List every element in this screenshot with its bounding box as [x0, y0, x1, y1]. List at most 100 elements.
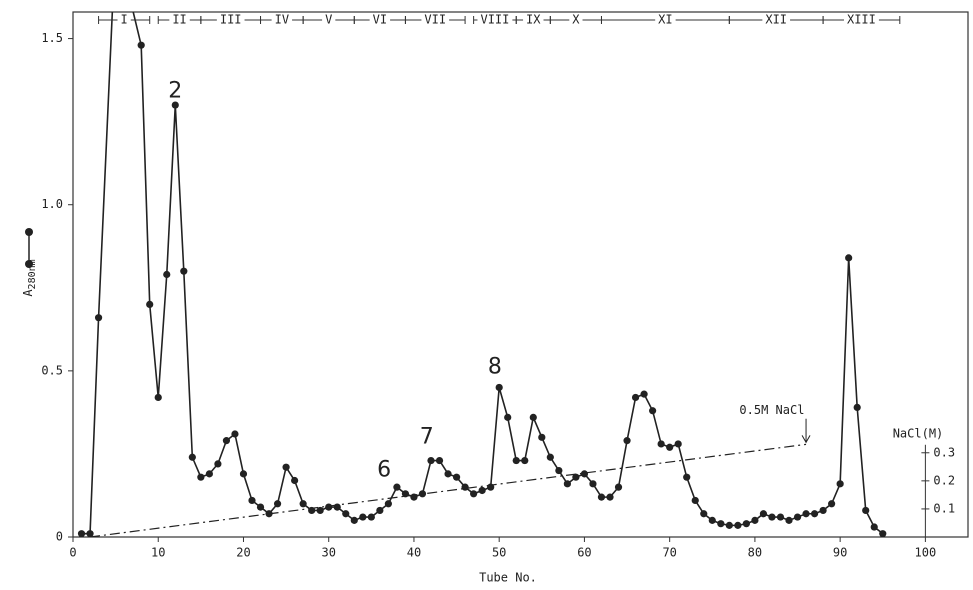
data-point: [376, 507, 383, 514]
fraction-label: X: [572, 13, 580, 27]
fraction-label: VIII: [480, 13, 509, 27]
data-point: [368, 513, 375, 520]
data-point: [837, 480, 844, 487]
fraction-label: VII: [424, 13, 446, 27]
data-point: [479, 487, 486, 494]
gradient-note: 0.5M NaCl: [739, 403, 804, 417]
data-point: [359, 513, 366, 520]
peak-label: 7: [420, 424, 434, 449]
series-line: [82, 0, 883, 534]
fraction-label: V: [325, 13, 332, 27]
x-tick-label: 30: [321, 546, 335, 560]
data-point: [547, 454, 554, 461]
x-tick-label: 70: [662, 546, 676, 560]
y-tick-label: 1.0: [41, 197, 63, 211]
data-point: [811, 510, 818, 517]
data-point: [683, 474, 690, 481]
data-point: [649, 407, 656, 414]
data-point: [640, 391, 647, 398]
data-point: [615, 484, 622, 491]
data-point: [138, 42, 145, 49]
data-point: [282, 464, 289, 471]
data-point: [214, 460, 221, 467]
data-point: [845, 254, 852, 261]
x-axis-label: Tube No.: [479, 571, 537, 585]
data-point: [794, 513, 801, 520]
data-point: [257, 503, 264, 510]
data-point: [504, 414, 511, 421]
data-point: [751, 517, 758, 524]
data-point: [197, 474, 204, 481]
data-point: [231, 430, 238, 437]
data-point: [726, 522, 733, 529]
data-point: [564, 480, 571, 487]
data-point: [692, 497, 699, 504]
x-tick-label: 40: [407, 546, 421, 560]
fraction-label: VI: [373, 13, 387, 27]
data-point: [351, 517, 358, 524]
data-point: [734, 522, 741, 529]
x-tick-label: 50: [492, 546, 506, 560]
data-point: [632, 394, 639, 401]
peak-label: 8: [488, 355, 502, 380]
data-point: [325, 503, 332, 510]
data-point: [521, 457, 528, 464]
data-point: [513, 457, 520, 464]
data-point: [666, 444, 673, 451]
data-point: [470, 490, 477, 497]
data-point: [862, 507, 869, 514]
data-point: [223, 437, 230, 444]
data-point: [785, 517, 792, 524]
gradient-line: [90, 444, 806, 537]
y2-tick-label: 0.3: [933, 445, 955, 459]
data-point: [709, 517, 716, 524]
data-point: [248, 497, 255, 504]
data-point: [623, 437, 630, 444]
fraction-label: IX: [526, 13, 541, 27]
data-point: [658, 440, 665, 447]
data-point: [436, 457, 443, 464]
data-point: [530, 414, 537, 421]
x-tick-label: 10: [151, 546, 165, 560]
data-point: [802, 510, 809, 517]
data-point: [206, 470, 213, 477]
fraction-label: XII: [765, 13, 787, 27]
data-point: [819, 507, 826, 514]
y-tick-label: 0.5: [41, 363, 63, 377]
data-point: [871, 523, 878, 530]
data-point: [777, 513, 784, 520]
x-tick-label: 60: [577, 546, 591, 560]
data-point: [598, 494, 605, 501]
data-point: [538, 434, 545, 441]
data-point: [700, 510, 707, 517]
chart: Tube No. A280nm NaCl(M) 0102030405060708…: [0, 0, 973, 590]
data-point: [589, 480, 596, 487]
data-point: [828, 500, 835, 507]
data-point: [743, 520, 750, 527]
plot-frame: [73, 12, 968, 537]
data-point: [274, 500, 281, 507]
data-point: [78, 530, 85, 537]
x-tick-label: 0: [69, 546, 76, 560]
data-point: [427, 457, 434, 464]
peak-label: 2: [168, 79, 182, 104]
fraction-label: XI: [658, 13, 672, 27]
data-point: [461, 484, 468, 491]
fraction-label: IV: [275, 13, 289, 27]
data-point: [155, 394, 162, 401]
data-point: [300, 500, 307, 507]
x-tick-label: 80: [748, 546, 762, 560]
data-point: [146, 301, 153, 308]
data-point: [879, 530, 886, 537]
data-point: [453, 474, 460, 481]
data-point: [768, 513, 775, 520]
data-point: [496, 384, 503, 391]
data-point: [291, 477, 298, 484]
data-point: [675, 440, 682, 447]
y-tick-label: 0: [56, 530, 63, 544]
y2-axis-label: NaCl(M): [893, 427, 944, 441]
fraction-label: XIII: [847, 13, 876, 27]
x-tick-label: 20: [236, 546, 250, 560]
data-point: [385, 500, 392, 507]
y-tick-label: 1.5: [41, 31, 63, 45]
